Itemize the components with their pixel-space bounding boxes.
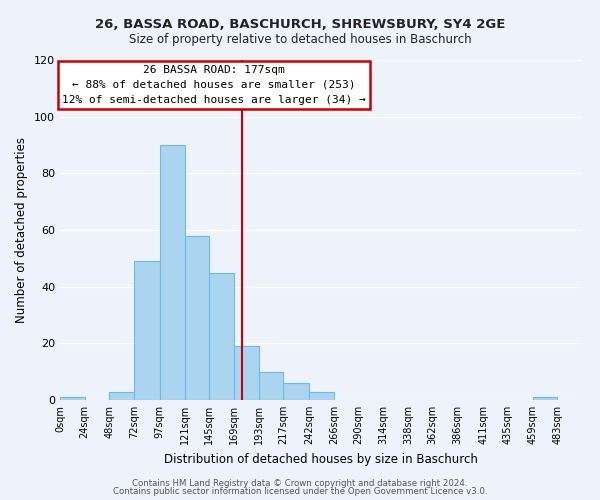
Text: Contains HM Land Registry data © Crown copyright and database right 2024.: Contains HM Land Registry data © Crown c… (132, 478, 468, 488)
X-axis label: Distribution of detached houses by size in Baschurch: Distribution of detached houses by size … (164, 452, 478, 466)
Bar (209, 272, 234, 400)
Bar (259, 372, 283, 400)
Text: Size of property relative to detached houses in Baschurch: Size of property relative to detached ho… (128, 32, 472, 46)
Text: 26, BASSA ROAD, BASCHURCH, SHREWSBURY, SY4 2GE: 26, BASSA ROAD, BASCHURCH, SHREWSBURY, S… (95, 18, 505, 30)
Text: Contains public sector information licensed under the Open Government Licence v3: Contains public sector information licen… (113, 487, 487, 496)
Bar (134, 261, 160, 400)
Bar (185, 236, 209, 400)
Y-axis label: Number of detached properties: Number of detached properties (16, 137, 28, 323)
Text: 26 BASSA ROAD: 177sqm
← 88% of detached houses are smaller (253)
12% of semi-det: 26 BASSA ROAD: 177sqm ← 88% of detached … (62, 65, 366, 104)
Bar (109, 392, 134, 400)
Bar (160, 145, 185, 400)
Bar (533, 397, 557, 400)
Bar (234, 346, 259, 400)
Bar (60, 397, 85, 400)
Bar (309, 392, 334, 400)
Bar (283, 383, 309, 400)
